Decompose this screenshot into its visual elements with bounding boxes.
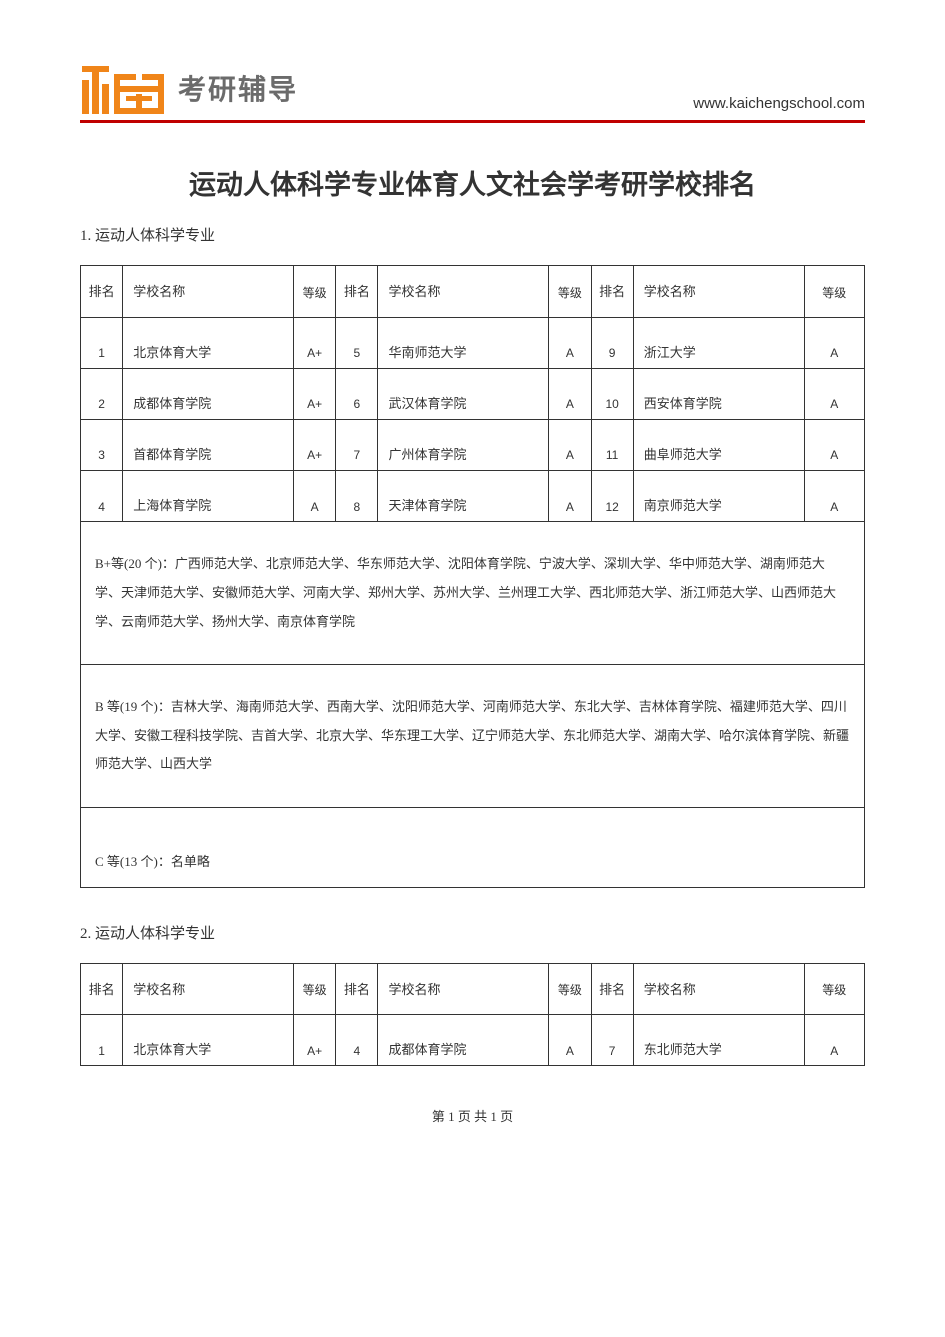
- cell-name: 成都体育学院: [378, 1015, 549, 1066]
- page-title: 运动人体科学专业体育人文社会学考研学校排名: [80, 163, 865, 202]
- cell-grade: A: [804, 471, 864, 522]
- page: 考研辅导 www.kaichengschool.com 运动人体科学专业体育人文…: [0, 0, 945, 1165]
- cell-grade: A+: [294, 368, 336, 419]
- page-header: 考研辅导 www.kaichengschool.com: [80, 60, 865, 123]
- cell-name: 成都体育学院: [123, 368, 294, 419]
- note-c: C 等(13 个)：名单略: [81, 808, 865, 888]
- cell-rank: 6: [336, 368, 378, 419]
- cell-name: 北京体育大学: [123, 1015, 294, 1066]
- section1-heading: 1. 运动人体科学专业: [80, 224, 865, 245]
- cell-rank: 8: [336, 471, 378, 522]
- cell-name: 上海体育学院: [123, 471, 294, 522]
- logo-text: 考研辅导: [178, 68, 298, 108]
- col-rank: 排名: [81, 963, 123, 1015]
- cell-grade: A: [804, 420, 864, 471]
- col-grade: 等级: [294, 963, 336, 1015]
- table-row: 4 上海体育学院 A 8 天津体育学院 A 12 南京师范大学 A: [81, 471, 865, 522]
- col-grade: 等级: [294, 266, 336, 318]
- cell-grade: A: [549, 317, 591, 368]
- cell-grade: A+: [294, 420, 336, 471]
- cell-rank: 7: [336, 420, 378, 471]
- cell-name: 天津体育学院: [378, 471, 549, 522]
- cell-name: 广州体育学院: [378, 420, 549, 471]
- col-rank: 排名: [591, 963, 633, 1015]
- col-name: 学校名称: [378, 963, 549, 1015]
- cell-name: 浙江大学: [633, 317, 804, 368]
- cell-rank: 9: [591, 317, 633, 368]
- cell-name: 华南师范大学: [378, 317, 549, 368]
- cell-grade: A: [804, 317, 864, 368]
- table-row: 2 成都体育学院 A+ 6 武汉体育学院 A 10 西安体育学院 A: [81, 368, 865, 419]
- ranking-table-1: 排名 学校名称 等级 排名 学校名称 等级 排名 学校名称 等级 1 北京体育大…: [80, 265, 865, 888]
- ranking-table-2: 排名 学校名称 等级 排名 学校名称 等级 排名 学校名称 等级 1 北京体育大…: [80, 963, 865, 1067]
- col-rank: 排名: [81, 266, 123, 318]
- col-grade: 等级: [804, 963, 864, 1015]
- cell-rank: 11: [591, 420, 633, 471]
- note-row-bplus: B+等(20 个)：广西师范大学、北京师范大学、华东师范大学、沈阳体育学院、宁波…: [81, 522, 865, 665]
- cell-name: 北京体育大学: [123, 317, 294, 368]
- note-bplus: B+等(20 个)：广西师范大学、北京师范大学、华东师范大学、沈阳体育学院、宁波…: [81, 522, 865, 665]
- table-row: 1 北京体育大学 A+ 5 华南师范大学 A 9 浙江大学 A: [81, 317, 865, 368]
- cell-rank: 3: [81, 420, 123, 471]
- table-row: 3 首都体育学院 A+ 7 广州体育学院 A 11 曲阜师范大学 A: [81, 420, 865, 471]
- col-name: 学校名称: [378, 266, 549, 318]
- cell-rank: 4: [81, 471, 123, 522]
- col-name: 学校名称: [633, 963, 804, 1015]
- col-grade: 等级: [549, 963, 591, 1015]
- cell-grade: A: [549, 368, 591, 419]
- cell-grade: A: [549, 420, 591, 471]
- cell-grade: A: [804, 368, 864, 419]
- table-header-row: 排名 学校名称 等级 排名 学校名称 等级 排名 学校名称 等级: [81, 963, 865, 1015]
- note-b: B 等(19 个)：吉林大学、海南师范大学、西南大学、沈阳师范大学、河南师范大学…: [81, 665, 865, 808]
- cell-grade: A: [549, 471, 591, 522]
- col-rank: 排名: [336, 266, 378, 318]
- col-grade: 等级: [804, 266, 864, 318]
- table-row: 1 北京体育大学 A+ 4 成都体育学院 A 7 东北师范大学 A: [81, 1015, 865, 1066]
- col-name: 学校名称: [633, 266, 804, 318]
- cell-name: 南京师范大学: [633, 471, 804, 522]
- cell-grade: A: [549, 1015, 591, 1066]
- cell-grade: A+: [294, 317, 336, 368]
- table-header-row: 排名 学校名称 等级 排名 学校名称 等级 排名 学校名称 等级: [81, 266, 865, 318]
- note-row-c: C 等(13 个)：名单略: [81, 808, 865, 888]
- cell-grade: A: [804, 1015, 864, 1066]
- cell-name: 曲阜师范大学: [633, 420, 804, 471]
- cell-rank: 1: [81, 317, 123, 368]
- header-url: www.kaichengschool.com: [693, 95, 865, 116]
- note-row-b: B 等(19 个)：吉林大学、海南师范大学、西南大学、沈阳师范大学、河南师范大学…: [81, 665, 865, 808]
- cell-rank: 2: [81, 368, 123, 419]
- col-name: 学校名称: [123, 963, 294, 1015]
- cell-name: 首都体育学院: [123, 420, 294, 471]
- col-rank: 排名: [591, 266, 633, 318]
- cell-rank: 5: [336, 317, 378, 368]
- cell-grade: A+: [294, 1015, 336, 1066]
- cell-rank: 1: [81, 1015, 123, 1066]
- cell-name: 武汉体育学院: [378, 368, 549, 419]
- cell-rank: 10: [591, 368, 633, 419]
- section2-heading: 2. 运动人体科学专业: [80, 922, 865, 943]
- cell-rank: 4: [336, 1015, 378, 1066]
- page-footer: 第 1 页 共 1 页: [80, 1106, 865, 1125]
- cell-grade: A: [294, 471, 336, 522]
- logo-subtitle: 考研辅导: [178, 74, 298, 105]
- cell-name: 西安体育学院: [633, 368, 804, 419]
- col-rank: 排名: [336, 963, 378, 1015]
- col-grade: 等级: [549, 266, 591, 318]
- cell-rank: 7: [591, 1015, 633, 1066]
- col-name: 学校名称: [123, 266, 294, 318]
- logo-mark-icon: [80, 60, 172, 116]
- logo: 考研辅导: [80, 60, 298, 116]
- cell-rank: 12: [591, 471, 633, 522]
- cell-name: 东北师范大学: [633, 1015, 804, 1066]
